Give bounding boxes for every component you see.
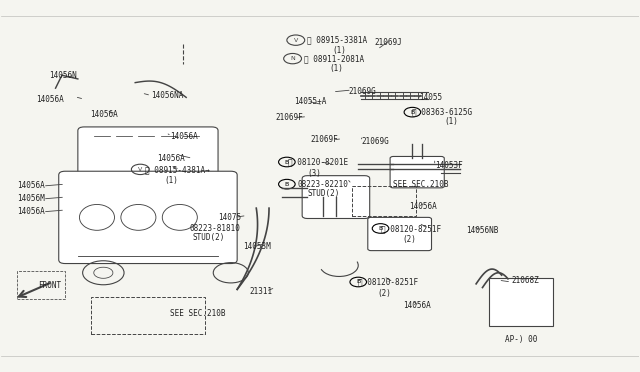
- Text: Ⓝ 08911-2081A: Ⓝ 08911-2081A: [304, 54, 364, 63]
- Text: STUD(2): STUD(2): [193, 233, 225, 242]
- Text: 21069J: 21069J: [374, 38, 402, 46]
- Text: (3): (3): [307, 169, 321, 177]
- Text: 14055: 14055: [419, 93, 442, 102]
- Text: 14056A: 14056A: [17, 207, 45, 217]
- Text: (1): (1): [164, 176, 178, 185]
- Text: 14056N: 14056N: [49, 71, 77, 80]
- Text: SEE SEC.210B: SEE SEC.210B: [170, 309, 226, 318]
- Text: (1): (1): [444, 117, 458, 126]
- Text: B: B: [410, 110, 415, 115]
- FancyBboxPatch shape: [78, 127, 218, 182]
- Text: 14056A: 14056A: [157, 154, 185, 163]
- Text: SEE SEC.210B: SEE SEC.210B: [394, 180, 449, 189]
- Text: 14056NA: 14056NA: [151, 91, 184, 100]
- Text: 21311: 21311: [250, 287, 273, 296]
- FancyBboxPatch shape: [390, 157, 444, 188]
- Text: (2): (2): [403, 235, 417, 244]
- Text: 21069F: 21069F: [275, 113, 303, 122]
- FancyBboxPatch shape: [489, 278, 552, 326]
- Text: B: B: [378, 226, 383, 231]
- Text: Ⓑ 08120-8251F: Ⓑ 08120-8251F: [358, 278, 419, 286]
- Text: Ⓑ 08120-8201E: Ⓑ 08120-8201E: [288, 157, 348, 167]
- Text: (1): (1): [333, 46, 347, 55]
- Text: V: V: [138, 167, 143, 172]
- Text: 08223-81810: 08223-81810: [189, 224, 240, 233]
- Text: 14056M: 14056M: [17, 195, 45, 203]
- Text: (1): (1): [330, 64, 344, 73]
- Text: 14053F: 14053F: [435, 161, 463, 170]
- Text: STUD(2): STUD(2): [307, 189, 340, 198]
- Text: 21068Z: 21068Z: [511, 276, 539, 285]
- FancyBboxPatch shape: [302, 176, 370, 218]
- Text: Ⓑ 08363-6125G: Ⓑ 08363-6125G: [412, 108, 472, 117]
- Text: 14056A: 14056A: [91, 109, 118, 119]
- FancyBboxPatch shape: [59, 171, 237, 263]
- Text: 14056A: 14056A: [170, 132, 198, 141]
- Text: N: N: [290, 56, 295, 61]
- FancyBboxPatch shape: [368, 217, 431, 251]
- Text: 21069G: 21069G: [349, 87, 376, 96]
- Text: B: B: [285, 182, 289, 187]
- Text: 21069G: 21069G: [362, 137, 389, 146]
- Text: Ⓥ 08915-3381A: Ⓥ 08915-3381A: [307, 36, 367, 45]
- Text: 14055+A: 14055+A: [294, 97, 327, 106]
- Text: 14056A: 14056A: [403, 301, 431, 311]
- Text: AP-) 00: AP-) 00: [505, 335, 537, 344]
- Text: B: B: [356, 279, 360, 285]
- Text: 14053M: 14053M: [244, 243, 271, 251]
- Text: FRONT: FRONT: [38, 281, 61, 290]
- Text: Ⓑ 08120-8251F: Ⓑ 08120-8251F: [381, 224, 441, 233]
- Text: Ⓥ 08915-4381A→: Ⓥ 08915-4381A→: [145, 165, 209, 174]
- Text: 14056A: 14056A: [17, 182, 45, 190]
- Text: (2): (2): [378, 289, 391, 298]
- Text: V: V: [294, 38, 298, 43]
- Text: B: B: [285, 160, 289, 164]
- Text: 14056A: 14056A: [409, 202, 437, 211]
- Text: 08223-82210: 08223-82210: [298, 180, 349, 189]
- Text: 14075: 14075: [218, 213, 241, 222]
- Text: 14056NB: 14056NB: [467, 226, 499, 235]
- Text: 14056A: 14056A: [36, 95, 64, 104]
- Text: 21069F: 21069F: [310, 135, 338, 144]
